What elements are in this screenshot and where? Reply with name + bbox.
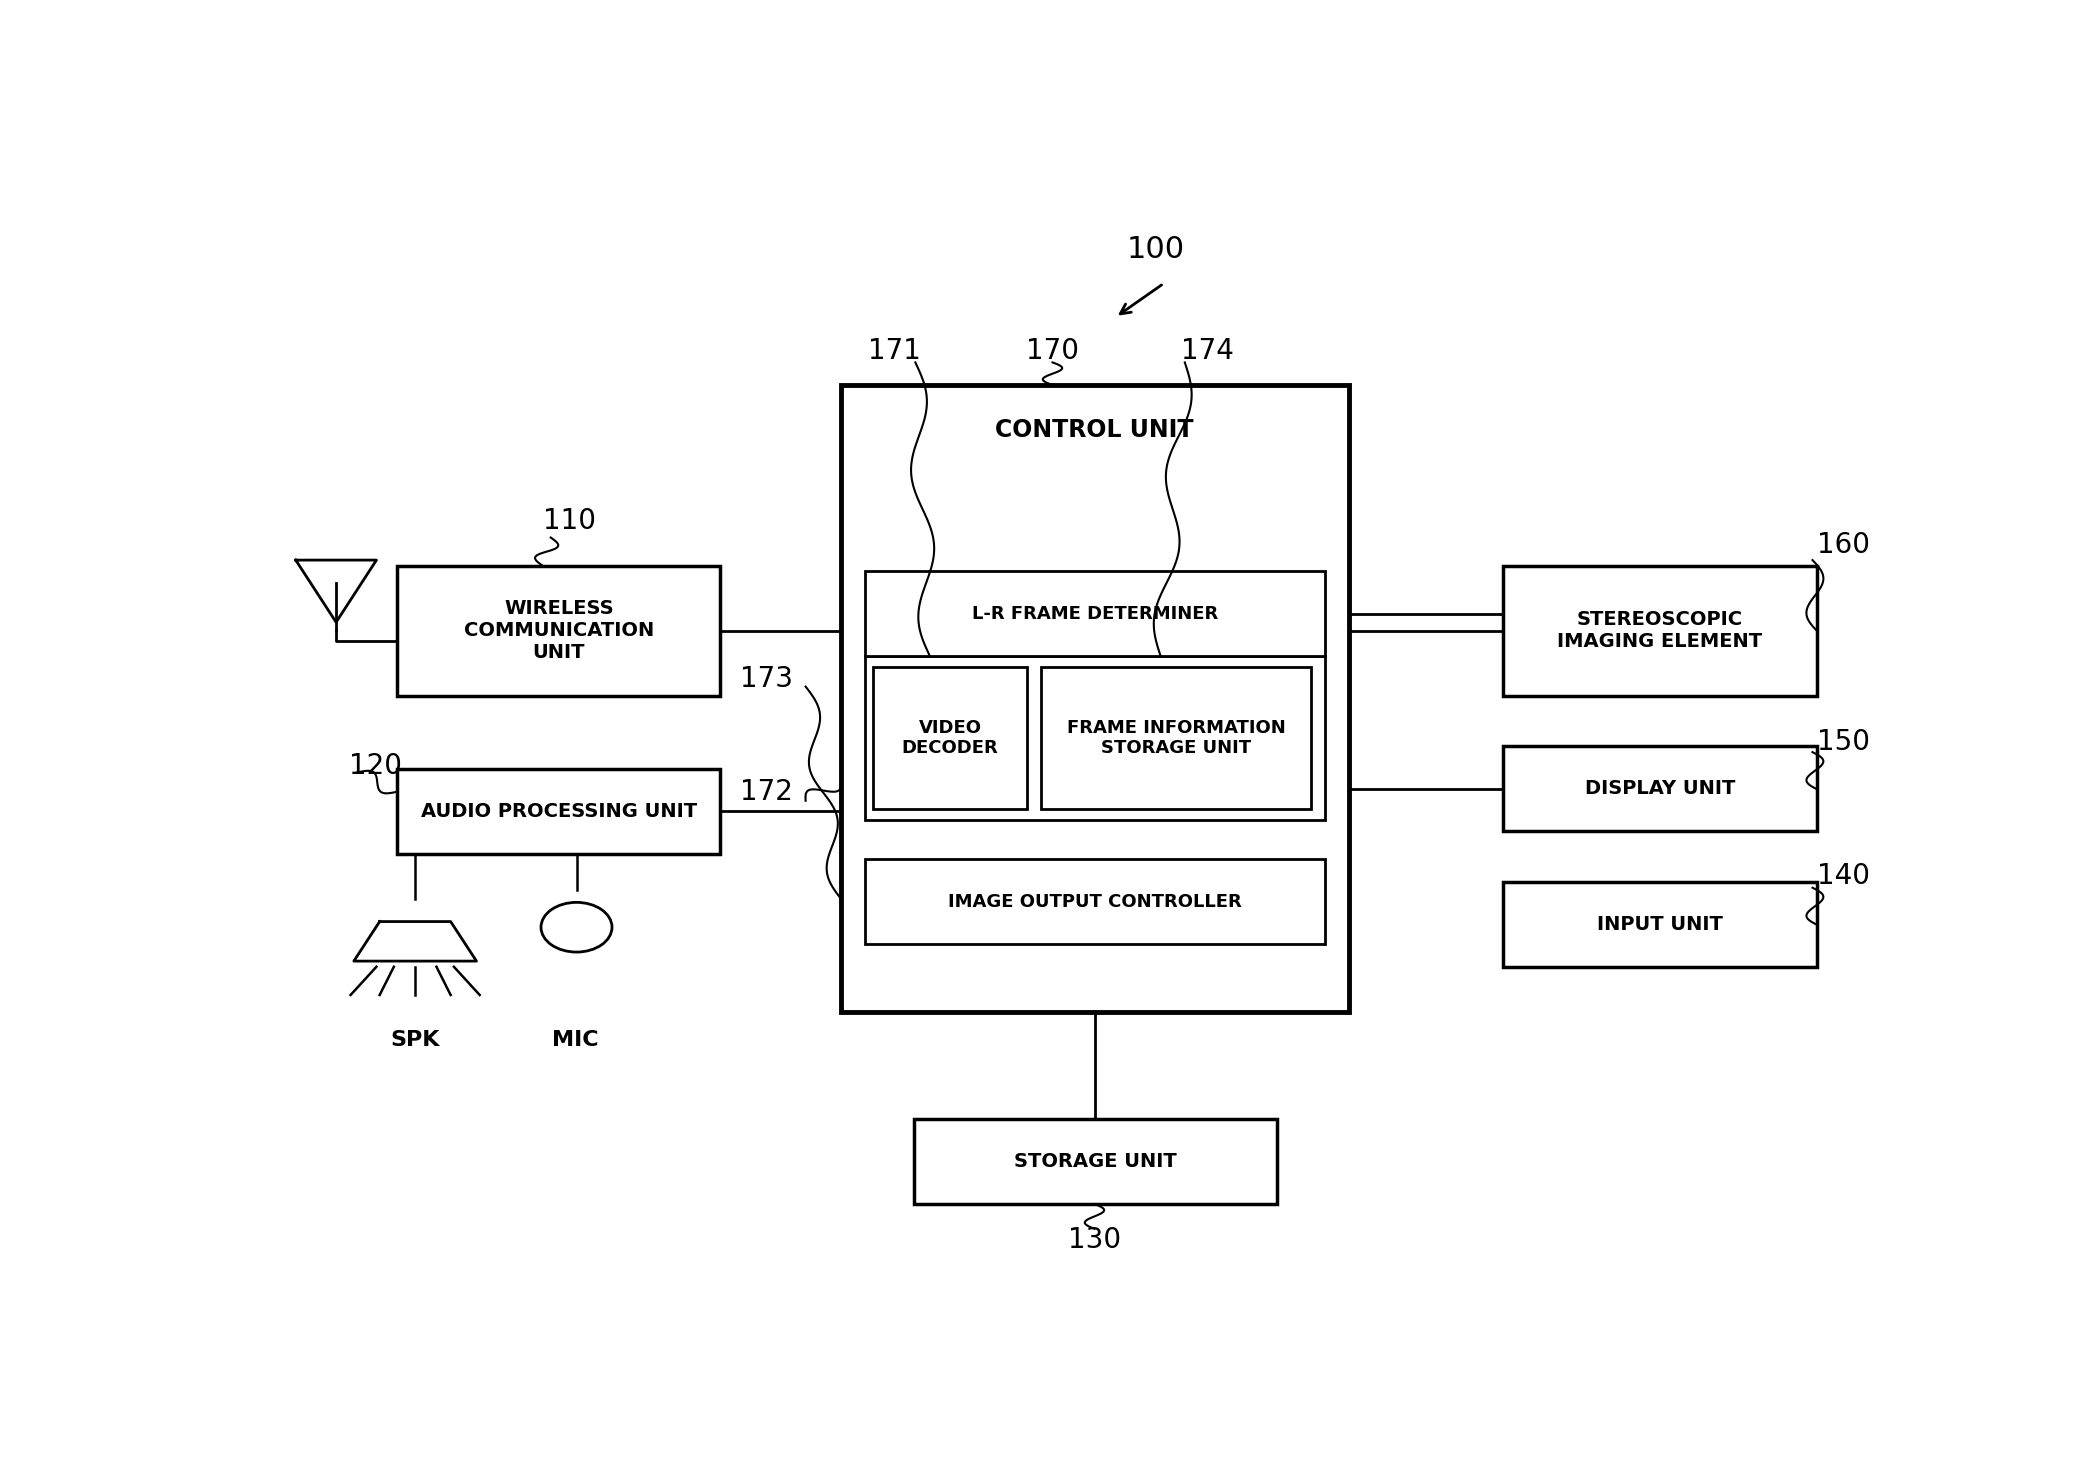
Text: 160: 160 <box>1818 531 1870 559</box>
FancyBboxPatch shape <box>1041 667 1312 808</box>
FancyBboxPatch shape <box>841 384 1349 1012</box>
FancyBboxPatch shape <box>1503 747 1818 832</box>
Text: L-R FRAME DETERMINER: L-R FRAME DETERMINER <box>972 604 1218 623</box>
Text: 120: 120 <box>350 751 402 779</box>
Text: FRAME INFORMATION
STORAGE UNIT: FRAME INFORMATION STORAGE UNIT <box>1066 719 1285 757</box>
FancyBboxPatch shape <box>1503 882 1818 967</box>
FancyBboxPatch shape <box>866 656 1324 820</box>
Circle shape <box>541 902 612 952</box>
FancyBboxPatch shape <box>866 571 1324 656</box>
Text: 100: 100 <box>1126 235 1185 264</box>
FancyBboxPatch shape <box>914 1119 1276 1204</box>
Text: INPUT UNIT: INPUT UNIT <box>1597 915 1724 934</box>
Text: 172: 172 <box>739 778 793 805</box>
Text: 110: 110 <box>543 506 595 534</box>
Text: SPK: SPK <box>391 1030 439 1050</box>
Text: 174: 174 <box>1180 337 1235 365</box>
Text: 140: 140 <box>1818 863 1870 890</box>
FancyBboxPatch shape <box>398 566 720 695</box>
Text: 171: 171 <box>868 337 920 365</box>
FancyBboxPatch shape <box>398 769 720 854</box>
Text: 170: 170 <box>1026 337 1078 365</box>
Text: 173: 173 <box>739 665 793 692</box>
Text: STEREOSCOPIC
IMAGING ELEMENT: STEREOSCOPIC IMAGING ELEMENT <box>1557 610 1763 651</box>
Text: IMAGE OUTPUT CONTROLLER: IMAGE OUTPUT CONTROLLER <box>949 893 1243 911</box>
Text: CONTROL UNIT: CONTROL UNIT <box>995 418 1193 442</box>
FancyBboxPatch shape <box>874 667 1026 808</box>
FancyBboxPatch shape <box>866 860 1324 945</box>
Text: VIDEO
DECODER: VIDEO DECODER <box>902 719 999 757</box>
Text: WIRELESS
COMMUNICATION
UNIT: WIRELESS COMMUNICATION UNIT <box>464 599 654 662</box>
Text: 150: 150 <box>1818 728 1870 756</box>
Text: MIC: MIC <box>552 1030 598 1050</box>
Text: AUDIO PROCESSING UNIT: AUDIO PROCESSING UNIT <box>421 802 697 822</box>
Text: STORAGE UNIT: STORAGE UNIT <box>1014 1152 1176 1171</box>
FancyBboxPatch shape <box>1503 566 1818 695</box>
Text: DISPLAY UNIT: DISPLAY UNIT <box>1584 779 1734 798</box>
Text: 130: 130 <box>1068 1226 1120 1254</box>
